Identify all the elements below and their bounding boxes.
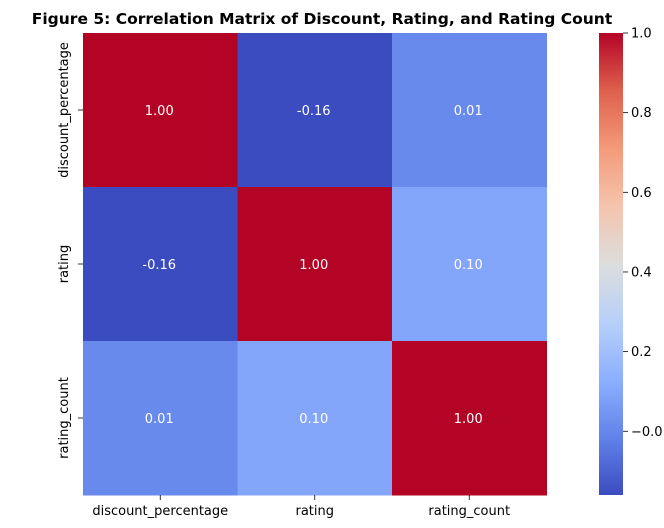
cell-annotation-2-1: 0.10 (299, 412, 328, 427)
cell-annotation-2-0: 0.01 (145, 412, 174, 427)
heatmap-cell-0-0 (83, 33, 238, 188)
heatmap-cells: 1.00 -0.16 0.01 -0.16 1.00 0.10 0.01 0.10 1.00 (83, 33, 547, 496)
heatmap-cell-0-1 (237, 33, 393, 188)
heatmap-cell-1-1 (237, 187, 393, 342)
heatmap-cell-2-2 (392, 341, 547, 496)
cell-annotation-2-2: 1.00 (454, 412, 483, 427)
cell-annotation-0-0: 1.00 (145, 104, 174, 119)
heatmap-cell-1-2 (392, 187, 547, 342)
cell-annotation-0-1: -0.16 (297, 104, 331, 119)
heatmap-cell-1-0 (83, 187, 238, 342)
heatmap-cell-0-2 (392, 33, 547, 188)
colorbar-tick-label: 0.8 (631, 106, 652, 121)
heatmap-cell-2-1 (237, 341, 393, 496)
cell-annotation-0-2: 0.01 (454, 104, 483, 119)
colorbar-tick-label: 0.6 (631, 186, 652, 201)
colorbar-tick-label: 0.2 (631, 345, 652, 360)
x-tick-label: discount_percentage (92, 504, 228, 519)
colorbar-tick-label: 0.4 (631, 265, 652, 280)
cell-annotation-1-2: 0.10 (454, 258, 483, 273)
y-tick-label: rating (57, 245, 72, 284)
y-tick-label: discount_percentage (57, 42, 72, 178)
y-tick-label: rating_count (57, 377, 72, 459)
heatmap-cell-2-0 (83, 341, 238, 496)
x-axis-ticks: discount_percentage rating rating_count (92, 495, 510, 519)
cell-annotation-1-0: -0.16 (142, 258, 176, 273)
cell-annotation-1-1: 1.00 (299, 258, 328, 273)
chart-title: Figure 5: Correlation Matrix of Discount… (32, 10, 613, 28)
x-tick-label: rating (295, 504, 334, 519)
colorbar-tick-label: 1.0 (631, 27, 652, 42)
colorbar: −0.0 0.2 0.4 0.6 0.8 1.0 (599, 27, 663, 495)
x-tick-label: rating_count (428, 504, 510, 519)
colorbar-tick-label: −0.0 (631, 425, 663, 440)
colorbar-gradient (599, 33, 623, 495)
